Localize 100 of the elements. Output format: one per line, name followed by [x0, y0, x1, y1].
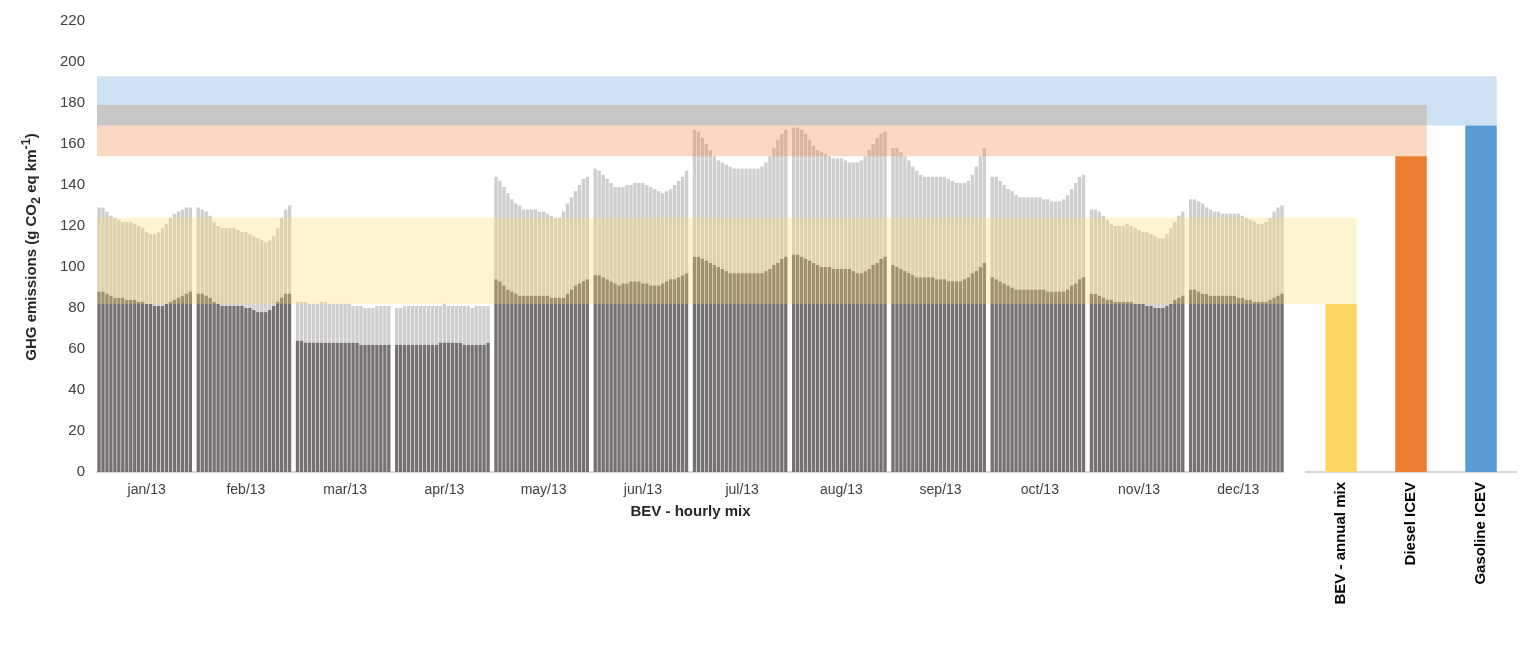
bar	[1133, 303, 1137, 472]
bar	[863, 271, 867, 472]
bar	[998, 281, 1002, 472]
bar	[1280, 205, 1284, 294]
bar	[117, 297, 121, 472]
bar	[895, 267, 899, 472]
bar	[351, 342, 355, 472]
bar	[1026, 289, 1030, 472]
bar	[1129, 301, 1133, 472]
bar	[1161, 308, 1165, 472]
bar	[768, 269, 772, 472]
bar	[1061, 199, 1066, 292]
bar	[474, 344, 478, 472]
bar	[240, 305, 244, 472]
bar	[486, 342, 490, 472]
x-tick-label: dec/13	[1217, 481, 1260, 498]
x-tick-label: Gasoline ICEV	[1471, 482, 1489, 585]
x-axis-title: BEV - hourly mix	[630, 502, 751, 519]
y-tick-label: 140	[60, 175, 86, 193]
y-tick-label: 220	[60, 11, 86, 29]
bar	[244, 308, 248, 472]
y-tick-label: 60	[68, 339, 86, 357]
bar	[1264, 301, 1268, 472]
bar	[105, 293, 109, 472]
bar	[359, 344, 363, 472]
bar	[101, 291, 105, 472]
bar	[1196, 201, 1201, 292]
bar	[740, 273, 744, 472]
bar	[875, 262, 879, 472]
bar	[776, 262, 780, 472]
bar	[97, 207, 101, 292]
x-tick-label: feb/13	[226, 481, 266, 498]
bar	[883, 256, 887, 472]
bar	[879, 258, 883, 472]
bar	[1173, 299, 1177, 472]
y-tick-label: 80	[68, 298, 86, 316]
bar	[347, 342, 351, 472]
y-tick-label: 180	[60, 93, 86, 111]
bar	[1165, 305, 1169, 472]
bar	[621, 283, 625, 472]
bar	[633, 281, 637, 472]
bar	[208, 297, 212, 472]
bar	[506, 289, 510, 472]
bar	[1200, 203, 1205, 294]
bar	[109, 295, 113, 472]
bar	[224, 305, 228, 472]
bar	[736, 273, 740, 472]
bar	[1030, 289, 1034, 472]
x-tick-label: may/13	[520, 481, 567, 498]
bar	[1014, 289, 1018, 472]
x-tick-label: aug/13	[819, 481, 863, 498]
bar	[748, 273, 752, 472]
bar	[613, 283, 617, 472]
y-tick-label: 0	[76, 462, 86, 480]
x-tick-label: oct/13	[1020, 481, 1060, 498]
x-tick-label: jul/13	[724, 481, 760, 498]
bar	[502, 285, 506, 472]
x-tick-label: Diesel ICEV	[1401, 482, 1419, 566]
bar	[641, 283, 645, 472]
bar	[371, 344, 375, 472]
bar	[1145, 305, 1149, 472]
bar	[1137, 303, 1141, 472]
bar	[375, 344, 379, 472]
bar	[1002, 283, 1006, 472]
x-tick-label: BEV - annual mix	[1331, 481, 1349, 605]
bar	[907, 273, 911, 472]
bar	[744, 273, 748, 472]
bar	[1038, 289, 1042, 472]
bar	[994, 279, 998, 472]
bar	[379, 344, 383, 472]
bar	[1022, 289, 1026, 472]
y-tick-label: 160	[60, 134, 86, 152]
bar	[1268, 299, 1272, 472]
bar	[252, 310, 256, 472]
bar	[248, 308, 252, 472]
bar	[1034, 289, 1038, 472]
bar	[625, 283, 629, 472]
bar	[498, 281, 502, 472]
bar	[764, 271, 768, 472]
bar	[1256, 301, 1260, 472]
x-tick-label: nov/13	[1118, 481, 1161, 498]
x-tick-label: mar/13	[323, 481, 368, 498]
bar	[1018, 289, 1022, 472]
bar	[121, 297, 125, 472]
bar	[470, 344, 474, 472]
bar	[113, 297, 117, 472]
bar	[891, 264, 895, 472]
bar	[478, 344, 482, 472]
bar	[1169, 303, 1173, 472]
bar	[772, 264, 776, 472]
bar	[514, 293, 518, 472]
bar	[494, 176, 498, 280]
bar	[1010, 287, 1014, 472]
bar	[899, 269, 903, 472]
bar	[228, 305, 232, 472]
bar	[97, 291, 101, 472]
bar	[732, 273, 736, 472]
bar	[601, 277, 605, 472]
bar	[494, 279, 498, 472]
bar	[883, 131, 887, 257]
